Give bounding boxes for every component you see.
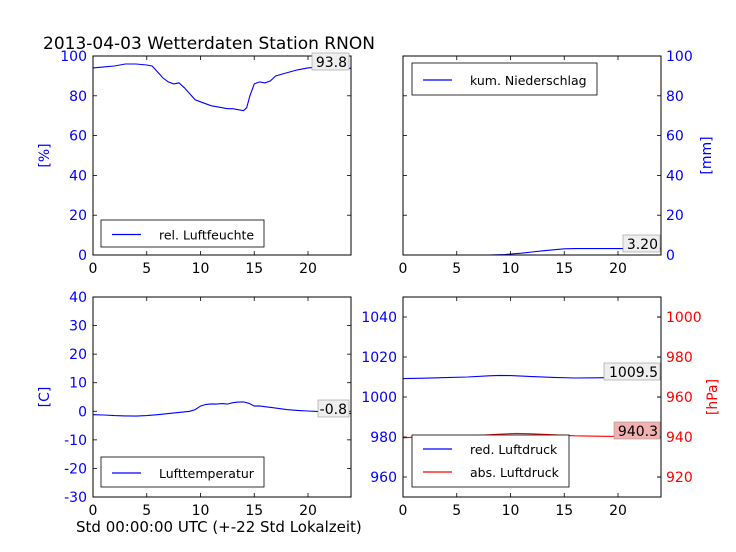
plot-frame — [92, 296, 352, 498]
y2-tick-label: 960 — [666, 390, 693, 406]
legend-label: red. Luftdruck — [470, 442, 558, 457]
current-value-badge: -0.8 — [317, 399, 350, 418]
current-value-badge: 93.8 — [311, 52, 350, 71]
x-tick-label: 15 — [245, 503, 263, 519]
x-tick-label: 20 — [609, 261, 627, 277]
x-tick-label: 20 — [299, 261, 317, 277]
y-tick-label: 1000 — [361, 390, 397, 406]
legend-box — [411, 62, 598, 96]
y-tick-label: 40 — [69, 290, 87, 306]
y-axis-label: [mm] — [699, 136, 715, 174]
current-value-badge: 1009.5 — [603, 362, 661, 381]
x-tick-label: 0 — [399, 261, 408, 277]
plot-frame — [402, 55, 662, 256]
y-tick-label: 0 — [78, 404, 87, 420]
x-tick-label: 15 — [555, 261, 573, 277]
current-value-badge: 940.3 — [613, 421, 661, 440]
figure-xlabel: Std 00:00:00 UTC (+-22 Std Lokalzeit) — [76, 518, 362, 536]
y-tick-label: 0 — [666, 248, 675, 264]
x-tick-label: 10 — [192, 503, 210, 519]
current-value-label: 93.8 — [316, 55, 347, 71]
y-tick-label: 60 — [666, 129, 684, 145]
y-tick-label: -10 — [64, 433, 87, 449]
legend-label: Lufttemperatur — [159, 466, 255, 481]
series-line-humidity-0 — [93, 63, 351, 112]
figure-title: 2013-04-03 Wetterdaten Station RNON — [43, 34, 375, 54]
legend-label: kum. Niederschlag — [470, 73, 587, 88]
y-tick-label: 100 — [60, 49, 87, 65]
x-tick-label: 10 — [502, 261, 520, 277]
legend-label: abs. Luftdruck — [470, 465, 560, 480]
legend-label: rel. Luftfeuchte — [159, 228, 254, 243]
x-tick-label: 0 — [399, 503, 408, 519]
legend-box — [100, 456, 265, 488]
series-line-precipitation-0 — [403, 248, 661, 255]
panel-precipitation: 0 5 10 15 20 0 20 40 60 80 100 [mm] kum. Niederschla… — [399, 49, 715, 277]
legend: red. Luftdruck abs. Luftdruck — [411, 434, 570, 488]
x-tick-label: 15 — [555, 503, 573, 519]
x-tick-label: 10 — [192, 261, 210, 277]
panel-pressure: 0 5 10 15 20 960 980 1000 1020 1040 920 940 960 980 10… — [361, 296, 721, 519]
legend: kum. Niederschlag — [411, 62, 598, 96]
x-tick-label: 5 — [142, 261, 151, 277]
panel-humidity: 0 5 10 15 20 0 20 40 60 80 100 [%] rel. Luftfeuchte 9… — [37, 49, 352, 277]
y2-tick-label: 980 — [666, 350, 693, 366]
y-tick-label: 80 — [666, 89, 684, 105]
y2-tick-label: 940 — [666, 430, 693, 446]
y-tick-label: -30 — [64, 490, 87, 506]
y-tick-label: 20 — [666, 208, 684, 224]
y-tick-label: 40 — [666, 168, 684, 184]
current-value-label: -0.8 — [320, 402, 347, 418]
y-axis-label: [C] — [37, 387, 53, 408]
x-tick-label: 20 — [299, 503, 317, 519]
badge-box — [613, 421, 661, 440]
y-tick-label: 1040 — [361, 310, 397, 326]
legend-box — [411, 434, 570, 488]
x-tick-label: 15 — [245, 261, 263, 277]
y-tick-label: 980 — [370, 430, 397, 446]
badge-box — [317, 399, 350, 418]
current-value-label: 940.3 — [618, 424, 658, 440]
x-tick-label: 20 — [609, 503, 627, 519]
y-tick-label: -20 — [64, 461, 87, 477]
current-value-label: 1009.5 — [609, 365, 658, 381]
y-tick-label: 60 — [69, 129, 87, 145]
y-axis-label: [%] — [37, 143, 53, 167]
y-tick-label: 960 — [370, 470, 397, 486]
y-tick-label: 30 — [69, 319, 87, 335]
x-tick-label: 0 — [89, 261, 98, 277]
y-tick-label: 20 — [69, 347, 87, 363]
legend: rel. Luftfeuchte — [100, 219, 265, 248]
y-tick-label: 10 — [69, 376, 87, 392]
panel-temperature: 0 5 10 15 20 -30 -20 -10 0 10 20 30 40 [C] Lufttempera… — [37, 290, 352, 519]
x-tick-label: 5 — [142, 503, 151, 519]
badge-box — [311, 52, 350, 71]
y-tick-label: 80 — [69, 89, 87, 105]
current-value-label: 3.20 — [627, 237, 658, 253]
current-value-badge: 3.20 — [622, 234, 661, 253]
plot-frame — [92, 55, 352, 256]
x-tick-label: 5 — [452, 503, 461, 519]
series-line-temperature-0 — [93, 401, 351, 417]
legend-box — [100, 219, 265, 248]
legend: Lufttemperatur — [100, 456, 265, 488]
y2-tick-label: 920 — [666, 470, 693, 486]
x-tick-label: 0 — [89, 503, 98, 519]
x-tick-label: 10 — [502, 503, 520, 519]
y-tick-label: 20 — [69, 208, 87, 224]
y-tick-label: 0 — [78, 248, 87, 264]
y2-tick-label: 1000 — [666, 310, 702, 326]
y2-axis-label: [hPa] — [705, 379, 721, 415]
badge-box — [622, 234, 661, 253]
y-tick-label: 40 — [69, 168, 87, 184]
y-tick-label: 1020 — [361, 350, 397, 366]
x-tick-label: 5 — [452, 261, 461, 277]
badge-box — [603, 362, 661, 381]
y-tick-label: 100 — [666, 49, 693, 65]
